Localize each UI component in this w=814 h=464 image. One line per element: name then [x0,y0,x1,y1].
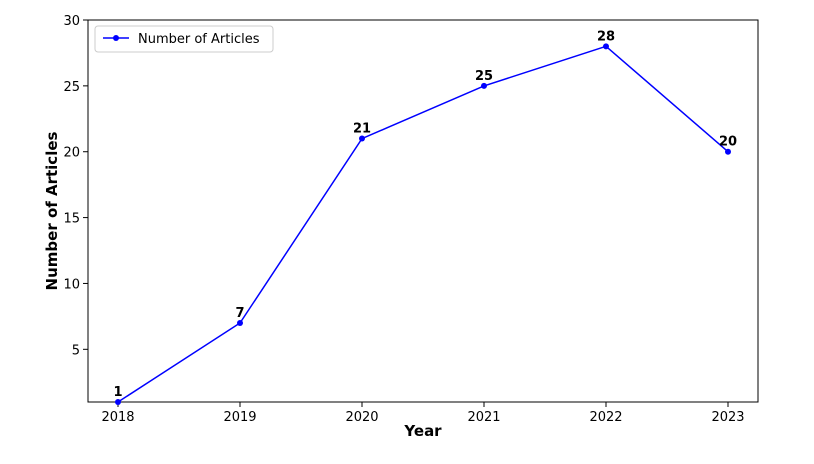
legend: Number of Articles [94,25,274,53]
x-axis-title: Year [403,422,442,440]
y-tick-label: 20 [63,146,80,161]
plot-area [87,19,759,403]
data-point [115,399,121,405]
legend-label: Number of Articles [138,32,260,47]
data-label: 1 [113,385,122,400]
data-label: 7 [235,306,244,321]
data-label: 25 [475,69,493,84]
x-axis: 2018 2019 2020 2021 2022 2023 [101,402,745,425]
series-line [117,45,729,403]
y-tick-label: 25 [63,80,80,95]
x-tick-label: 2019 [223,410,256,425]
x-tick-label: 2018 [101,410,134,425]
data-label: 20 [719,135,737,150]
y-tick-label: 10 [63,277,80,292]
y-axis-title: Number of Articles [43,131,61,290]
y-axis: 5 10 15 20 25 30 [63,14,88,358]
x-tick-label: 2021 [467,410,500,425]
data-point [603,43,609,50]
data-point [237,319,243,326]
x-tick-label: 2022 [589,410,622,425]
y-tick-label: 15 [63,212,80,227]
x-tick-label: 2020 [345,410,378,425]
legend-marker-swatch [113,35,119,41]
data-point [725,148,731,155]
y-tick-label: 5 [72,343,80,358]
data-point [359,135,365,142]
data-label: 21 [353,122,371,137]
data-point [481,82,487,89]
data-label: 28 [597,29,615,44]
y-tick-label: 30 [63,14,80,29]
series-layer [115,43,731,405]
legend-box [94,25,274,53]
x-tick-label: 2023 [711,410,744,425]
